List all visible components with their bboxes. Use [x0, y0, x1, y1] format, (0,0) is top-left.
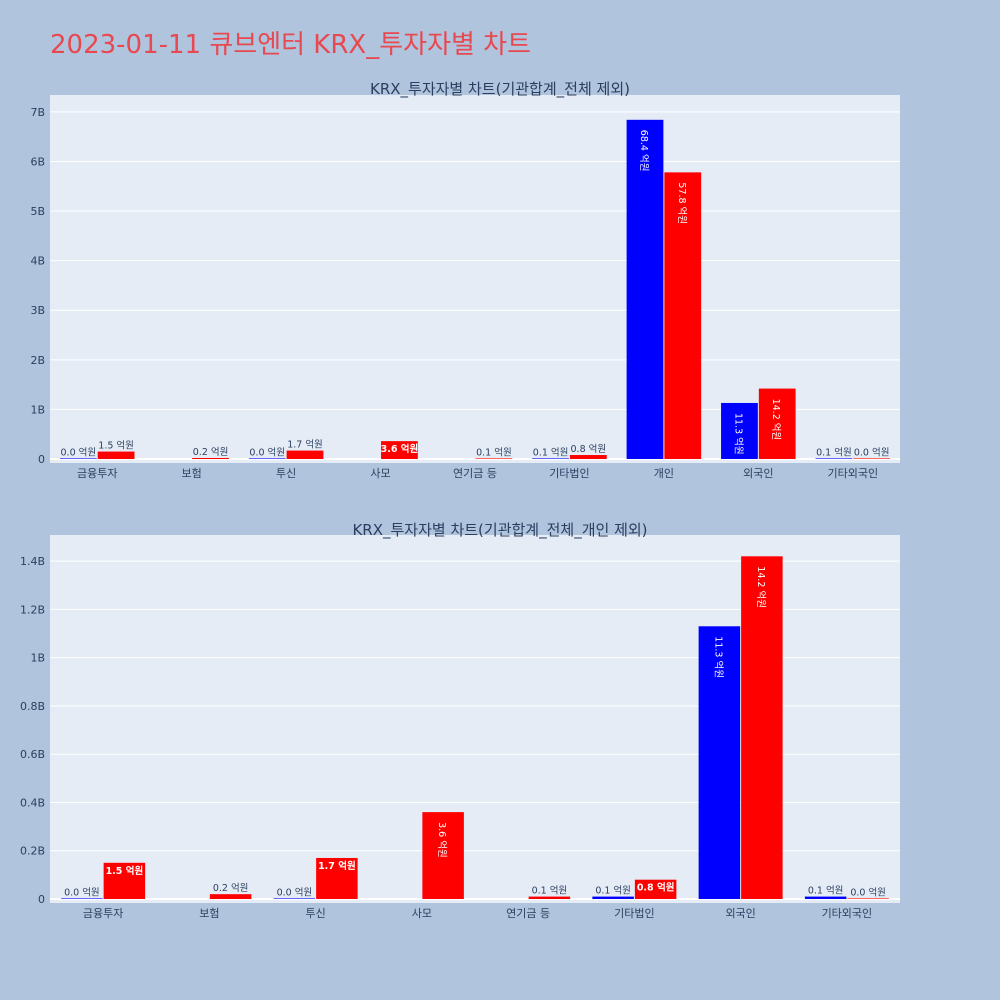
y-tick-label: 3B [30, 304, 45, 317]
data-label: 0.1 억원 [808, 885, 844, 897]
x-tick-label: 개인 [654, 467, 674, 480]
x-tick-label: 연기금 등 [506, 907, 550, 920]
bar-red [103, 862, 146, 899]
y-tick-label: 0.2B [20, 845, 45, 858]
data-label: 0.0 억원 [854, 446, 890, 458]
x-tick-label: 외국인 [743, 467, 773, 480]
bar-red [422, 812, 464, 899]
bar-red [192, 458, 229, 459]
y-tick-label: 2B [30, 354, 45, 367]
data-label: 1.7 억원 [318, 860, 356, 872]
x-tick-label: 보험 [199, 907, 219, 920]
bar-blue [61, 898, 103, 899]
y-tick-label: 0 [38, 893, 45, 906]
data-label: 0.0 억원 [61, 446, 97, 458]
data-label: 3.6 억원 [381, 443, 419, 455]
x-tick-label: 기타법인 [614, 907, 654, 920]
bar-red [528, 896, 571, 899]
chart-title: KRX_투자자별 차트(기관합계_전체 제외) [370, 80, 630, 99]
data-label: 0.2 억원 [213, 882, 249, 894]
bar-red [475, 458, 513, 459]
x-tick-label: 외국인 [725, 907, 755, 920]
bar-blue [815, 458, 853, 459]
x-tick-label: 투신 [276, 467, 296, 480]
bar-red [381, 441, 418, 459]
data-label: 0.1 억원 [476, 446, 512, 458]
y-tick-label: 1.4B [20, 555, 45, 568]
bar-red [741, 556, 783, 899]
y-tick-label: 5B [30, 205, 45, 218]
bar-red [664, 172, 702, 459]
data-label: 0.1 억원 [816, 446, 852, 458]
x-tick-label: 사모 [412, 907, 432, 920]
y-tick-label: 1B [30, 403, 45, 416]
data-label: 11.3 억원 [712, 636, 724, 678]
bar-red [209, 894, 252, 899]
bar-red [97, 451, 135, 459]
bar-red [634, 879, 677, 899]
bar-blue [592, 896, 634, 899]
bar-blue [698, 626, 741, 899]
x-tick-label: 기타법인 [549, 467, 589, 480]
bar-blue [273, 898, 316, 899]
x-tick-label: 기타외국인 [822, 907, 873, 920]
bar-red [569, 455, 607, 459]
chart-title: KRX_투자자별 차트(기관합계_전체_개인 제외) [352, 521, 647, 540]
bar-blue [59, 458, 97, 459]
data-label: 0.0 억원 [64, 886, 100, 898]
x-tick-label: 기타외국인 [827, 467, 878, 480]
y-tick-label: 0 [38, 453, 45, 466]
x-tick-label: 금융투자 [83, 907, 123, 920]
data-label: 0.0 억원 [850, 886, 886, 898]
y-tick-label: 7B [30, 106, 45, 119]
y-tick-label: 1B [30, 652, 45, 665]
y-tick-label: 0.8B [20, 700, 45, 713]
bar-blue [248, 458, 286, 459]
y-tick-label: 0.6B [20, 748, 45, 761]
chart-1: KRX_투자자별 차트(기관합계_전체 제외) 0 1B 2B 3B 4B 5B 6B 7B 금융… [30, 80, 900, 480]
y-tick-label: 0.4B [20, 796, 45, 809]
x-tick-label: 연기금 등 [453, 467, 497, 480]
data-label: 14.2 억원 [755, 566, 767, 608]
data-label: 11.3 억원 [732, 413, 744, 455]
page-title: 2023-01-11 큐브엔터 KRX_투자자별 차트 [50, 30, 532, 60]
data-label: 1.5 억원 [106, 865, 144, 877]
data-label: 3.6 억원 [436, 822, 448, 858]
data-label: 0.2 억원 [193, 446, 229, 458]
plot-area [50, 95, 900, 463]
chart-2: KRX_투자자별 차트(기관합계_전체_개인 제외) 0 0.2B 0.4B 0.6B 0… [20, 521, 900, 920]
data-label: 0.1 억원 [533, 446, 569, 458]
bar-red [316, 857, 358, 899]
x-tick-label: 투신 [306, 907, 326, 920]
bar-blue [626, 119, 664, 459]
bar-red [758, 388, 796, 459]
data-label: 1.5 억원 [98, 440, 134, 452]
data-label: 0.8 억원 [637, 882, 675, 894]
bar-red [853, 458, 891, 459]
data-label: 1.7 억원 [287, 439, 323, 451]
x-tick-label: 금융투자 [77, 467, 117, 480]
data-label: 0.1 억원 [595, 885, 631, 897]
data-label: 14.2 억원 [770, 399, 782, 441]
data-label: 0.1 억원 [532, 885, 568, 897]
x-tick-label: 보험 [182, 467, 202, 480]
bar-blue [532, 458, 569, 459]
data-label: 0.8 억원 [571, 443, 607, 455]
y-tick-label: 1.2B [20, 603, 45, 616]
data-label: 0.0 억원 [249, 446, 285, 458]
data-label: 68.4 억원 [638, 130, 650, 172]
y-tick-label: 6B [30, 155, 45, 168]
data-label: 0.0 억원 [277, 886, 313, 898]
x-tick-label: 사모 [370, 467, 390, 480]
bar-blue [804, 896, 847, 899]
bar-red [847, 898, 889, 899]
bar-blue [721, 402, 758, 459]
bar-red [286, 450, 324, 459]
y-tick-label: 4B [30, 255, 45, 268]
data-label: 57.8 억원 [676, 182, 688, 224]
